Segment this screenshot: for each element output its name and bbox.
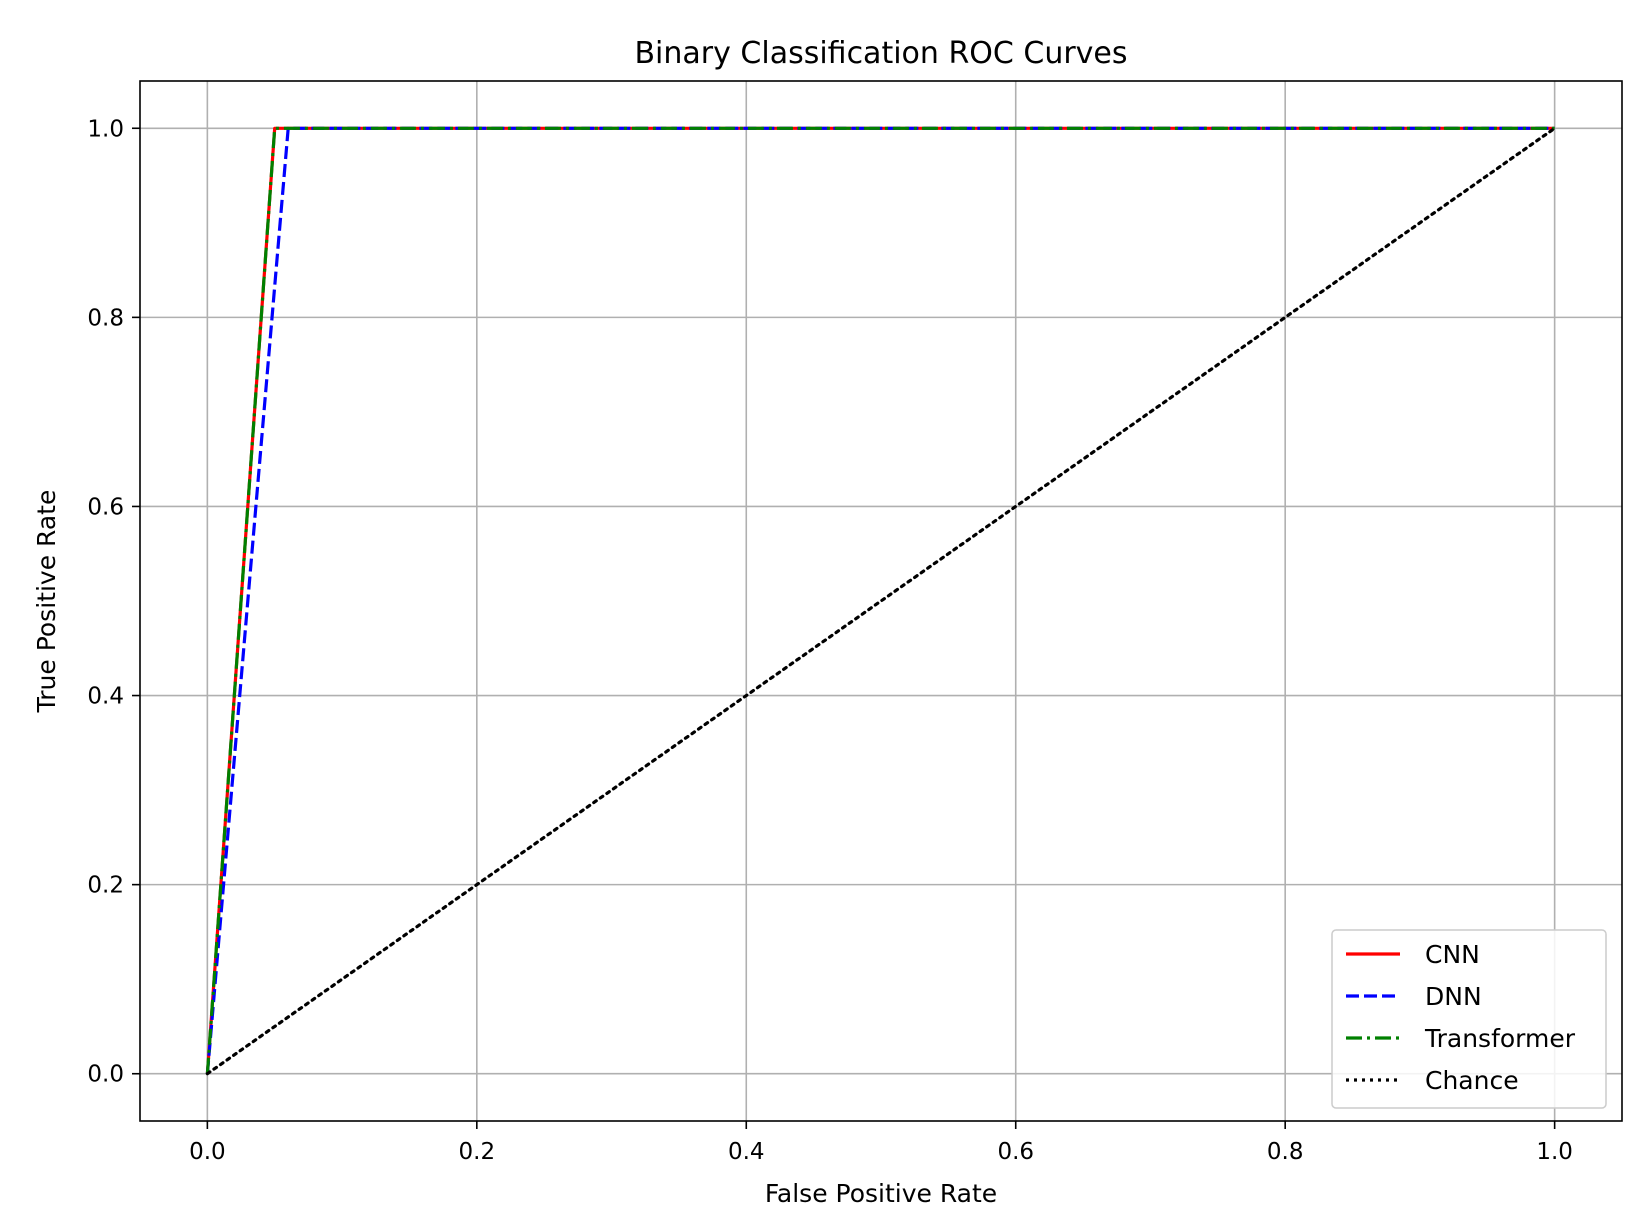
plot-frame (139, 80, 1623, 1122)
x-tick-label: 1.0 (1536, 1139, 1573, 1165)
legend-label-dnn: DNN (1425, 982, 1482, 1011)
y-tick-label: 0.0 (87, 1062, 124, 1088)
axis-ticks: 0.0 0.2 0.4 0.6 0.8 1.0 0.0 0.2 0.4 0.6 0.8 1.0 (87, 116, 1573, 1165)
series-line-chance (205, 126, 1557, 1076)
legend: CNN DNN Transformer Chance (1331, 929, 1607, 1109)
x-tick-label: 0.0 (189, 1139, 226, 1165)
x-axis-label: False Positive Rate (765, 1179, 997, 1208)
grid (140, 81, 1622, 1121)
legend-label-chance: Chance (1425, 1066, 1519, 1095)
y-tick-label: 1.0 (87, 116, 124, 142)
y-tick-label: 0.8 (87, 305, 124, 331)
y-tick-label: 0.2 (87, 873, 124, 899)
y-tick-label: 0.6 (87, 494, 124, 520)
chart-title: Binary Classification ROC Curves (634, 36, 1127, 71)
y-axis-label: True Positive Rate (32, 490, 61, 714)
x-tick-label: 0.2 (459, 1139, 496, 1165)
series-line-transformer (205, 126, 1555, 1074)
legend-box (1331, 929, 1607, 1109)
x-tick-label: 0.8 (1267, 1139, 1304, 1165)
x-tick-label: 0.4 (728, 1139, 765, 1165)
legend-label-transformer: Transformer (1424, 1024, 1576, 1053)
x-tick-label: 0.6 (997, 1139, 1034, 1165)
series-layer (205, 126, 1557, 1076)
legend-label-cnn: CNN (1425, 940, 1480, 969)
y-tick-label: 0.4 (87, 684, 124, 710)
